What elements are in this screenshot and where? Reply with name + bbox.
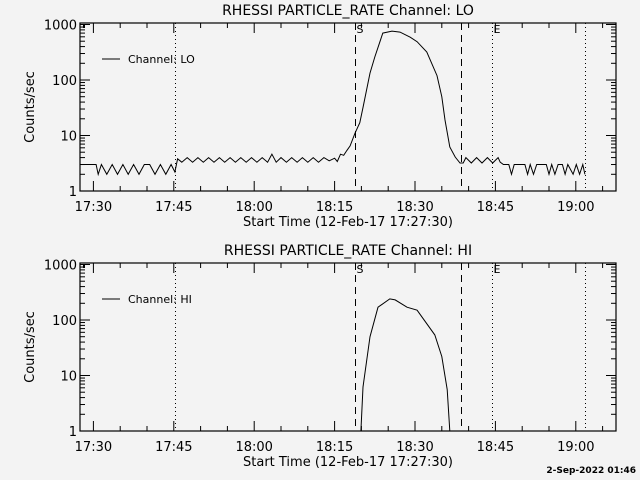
panel2-corner-mark [83, 265, 85, 268]
panel2-x-tick-label: 18:00 [235, 440, 272, 455]
panel1-x-tick-label: 18:00 [235, 200, 272, 215]
panel1-plot-frame [79, 22, 617, 192]
panel1-y-tick-label: 100 [52, 74, 77, 89]
panel2-plot-frame [79, 262, 617, 432]
panel1-y-axis-label: Counts/sec [23, 71, 38, 143]
panel1-x-tick-label: 18:30 [396, 200, 433, 215]
panel1-title: RHESSI PARTICLE_RATE Channel: LO [222, 3, 474, 19]
panel1-marker-label-s: S [357, 23, 364, 36]
panel2-x-axis-label: Start Time (12-Feb-17 17:27:30) [243, 455, 453, 470]
panel1-x-tick-label: 17:30 [75, 200, 112, 215]
panel2-x-tick-label: 17:45 [155, 440, 192, 455]
panel1-x-axis-label: Start Time (12-Feb-17 17:27:30) [243, 215, 453, 230]
panel1-x-tick-label: 18:15 [316, 200, 353, 215]
panel2-marker-label-e: E [494, 263, 501, 276]
panel2-x-tick-label: 19:00 [557, 440, 594, 455]
panel2-title: RHESSI PARTICLE_RATE Channel: HI [224, 243, 472, 259]
panel2-series-line [360, 298, 451, 432]
panel1-legend-label: Channel: LO [128, 53, 195, 66]
panel2-x-tick-label: 18:45 [477, 440, 514, 455]
panel2-y-tick-label: 100 [52, 314, 77, 329]
panel2-y-tick-label: 1000 [44, 259, 77, 274]
panel1-y-tick-label: 10 [60, 130, 77, 145]
panel2-legend-label: Channel: HI [128, 293, 192, 306]
panel1-x-tick-label: 18:45 [477, 200, 514, 215]
panel2-y-tick-label: 1 [69, 425, 77, 440]
panel1-y-tick-label: 1 [69, 185, 77, 200]
panel2-y-axis-label: Counts/sec [23, 311, 38, 383]
panel2-x-tick-label: 17:30 [75, 440, 112, 455]
panel2-x-tick-label: 18:30 [396, 440, 433, 455]
panel2-x-tick-label: 18:15 [316, 440, 353, 455]
panel1-x-tick-label: 17:45 [155, 200, 192, 215]
panel1-series-line [80, 30, 586, 177]
panel1-marker-label-e: E [494, 23, 501, 36]
panel1-corner-mark [83, 25, 85, 28]
timestamp: 2-Sep-2022 01:46 [546, 466, 636, 476]
panel1-y-tick-label: 1000 [44, 19, 77, 34]
panel2-marker-label-s: S [357, 263, 364, 276]
panel1-x-tick-label: 19:00 [557, 200, 594, 215]
panel2-y-tick-label: 10 [60, 370, 77, 385]
